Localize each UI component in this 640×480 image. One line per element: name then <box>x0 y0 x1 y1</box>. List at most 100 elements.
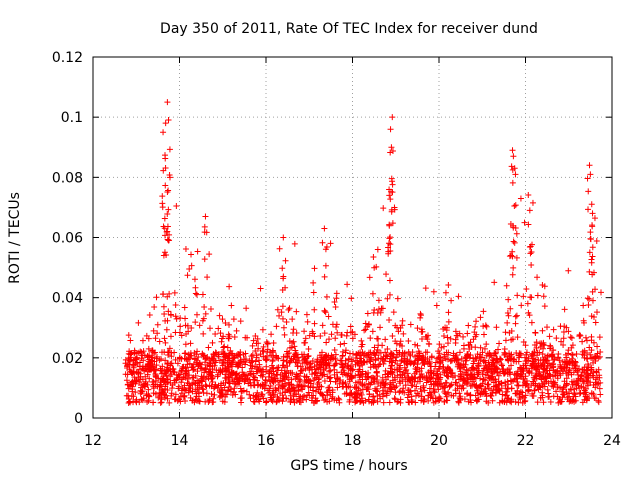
data-point <box>160 129 167 136</box>
data-point <box>340 379 347 386</box>
data-point <box>376 361 383 368</box>
data-point <box>314 384 321 391</box>
data-point <box>189 388 196 395</box>
data-point <box>577 389 584 396</box>
data-point <box>130 361 137 368</box>
data-point <box>446 366 453 373</box>
data-point <box>321 273 328 280</box>
data-point <box>502 337 509 344</box>
data-point <box>372 356 379 363</box>
data-point <box>231 334 238 341</box>
data-point <box>285 306 292 313</box>
data-point <box>252 374 259 381</box>
data-point <box>145 386 152 393</box>
data-point <box>456 330 463 337</box>
data-point <box>235 351 242 358</box>
data-point <box>521 219 528 226</box>
data-point <box>145 366 152 373</box>
data-point <box>584 361 591 368</box>
y-tick-label: 0.12 <box>52 50 83 66</box>
data-point <box>422 349 429 356</box>
data-point <box>525 384 532 391</box>
data-point <box>438 380 445 387</box>
data-point <box>223 352 230 359</box>
data-point <box>164 99 171 106</box>
data-point <box>232 380 239 387</box>
data-point <box>334 375 341 382</box>
data-point <box>323 362 330 369</box>
data-point <box>415 357 422 364</box>
data-point <box>176 329 183 336</box>
data-point <box>544 386 551 393</box>
data-point <box>436 350 443 357</box>
data-point <box>420 382 427 389</box>
data-point <box>333 360 340 367</box>
data-point <box>274 364 281 371</box>
data-point <box>239 388 246 395</box>
data-point <box>166 345 173 352</box>
data-point <box>279 315 286 322</box>
data-point <box>514 382 521 389</box>
data-point <box>383 352 390 359</box>
data-point <box>206 397 213 404</box>
data-point <box>507 305 514 312</box>
data-point <box>505 312 512 319</box>
data-point <box>364 310 371 317</box>
data-point <box>513 230 520 237</box>
data-point <box>228 302 235 309</box>
data-point <box>305 352 312 359</box>
data-point <box>387 381 394 388</box>
data-point <box>122 360 129 367</box>
data-point <box>440 332 447 339</box>
data-point <box>161 249 168 256</box>
data-point <box>127 351 134 358</box>
data-point <box>392 389 399 396</box>
data-point <box>360 358 367 365</box>
data-point <box>477 344 484 351</box>
data-point <box>287 398 294 405</box>
data-point <box>298 367 305 374</box>
data-point <box>531 387 538 394</box>
data-point <box>542 356 549 363</box>
data-point <box>539 327 546 334</box>
data-point <box>281 376 288 383</box>
data-point <box>255 357 262 364</box>
data-point <box>539 389 546 396</box>
data-point <box>286 359 293 366</box>
data-point <box>568 351 575 358</box>
data-point <box>493 382 500 389</box>
data-point <box>359 381 366 388</box>
data-point <box>222 320 229 327</box>
data-point <box>474 396 481 403</box>
data-point <box>540 365 547 372</box>
data-point <box>325 313 332 320</box>
data-point <box>504 356 511 363</box>
data-point <box>352 357 359 364</box>
data-point <box>573 385 580 392</box>
data-point <box>545 380 552 387</box>
data-point <box>480 376 487 383</box>
data-point <box>525 192 532 199</box>
data-point <box>445 318 452 325</box>
data-point <box>486 363 493 370</box>
data-point <box>321 330 328 337</box>
data-point <box>186 360 193 367</box>
data-point <box>280 324 287 331</box>
data-point <box>336 380 343 387</box>
data-point <box>445 281 452 288</box>
data-point <box>505 296 512 303</box>
data-point <box>143 390 150 397</box>
data-point <box>417 312 424 319</box>
data-point <box>311 306 318 313</box>
data-point <box>306 377 313 384</box>
data-point <box>414 325 421 332</box>
data-point <box>540 341 547 348</box>
data-point <box>594 350 601 357</box>
data-point <box>165 308 172 315</box>
data-point <box>184 376 191 383</box>
data-point <box>496 340 503 347</box>
x-tick-label: 18 <box>344 433 362 449</box>
data-point <box>227 350 234 357</box>
data-point <box>201 223 208 230</box>
data-point <box>125 385 132 392</box>
